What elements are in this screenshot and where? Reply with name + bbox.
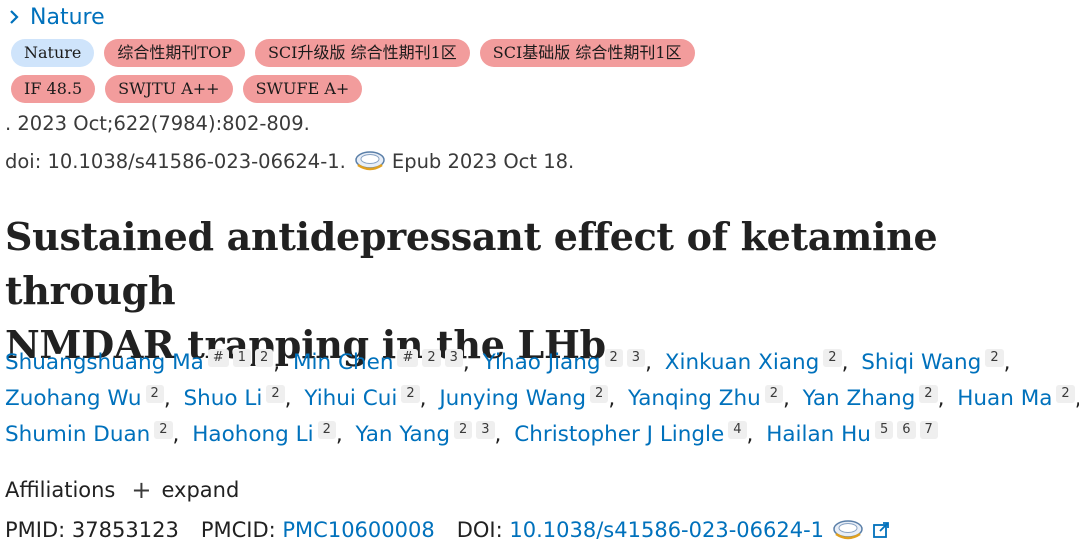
author-link[interactable]: Christopher J Lingle [514, 422, 725, 447]
pmid-value: 37853123 [71, 518, 179, 542]
article-title-line-2: NMDAR trapping in the LHb [5, 322, 606, 367]
plus-icon: + [131, 476, 152, 504]
author-separator: , [782, 386, 790, 411]
library-link-icon[interactable] [832, 518, 864, 542]
author-superscript[interactable]: 2 [401, 385, 420, 403]
author-link[interactable]: Yanqing Zhu [628, 386, 761, 411]
author-superscript[interactable]: 7 [919, 421, 938, 439]
author-superscript[interactable]: 2 [266, 385, 285, 403]
chevron-right-icon[interactable] [6, 8, 24, 26]
journal-link[interactable]: Nature [30, 4, 105, 30]
author-link[interactable]: Huan Ma [957, 386, 1053, 411]
author-separator: , [284, 386, 292, 411]
article-title: Sustained antidepressant effect of ketam… [5, 210, 1079, 372]
author-separator: , [172, 422, 180, 447]
author-line-2: Zuohang Wu 2, Shuo Li 2, Yihui Cui 2, Junyi… [5, 381, 1079, 417]
author-separator: , [335, 422, 343, 447]
pmcid-link[interactable]: PMC10600008 [282, 518, 435, 542]
author-superscript[interactable]: 2 [317, 421, 336, 439]
article-title-line-1: Sustained antidepressant effect of ketam… [5, 214, 938, 313]
author-superscript[interactable]: # [397, 349, 419, 367]
author-line-3: Shumin Duan 2, Haohong Li 2, Yan Yang 2 3, C… [5, 417, 1075, 453]
author-superscript[interactable]: 2 [764, 385, 783, 403]
author-separator: , [841, 350, 849, 375]
affiliations-expand[interactable]: expand [161, 478, 240, 502]
author-superscript[interactable]: 5 [874, 421, 894, 439]
doi-link[interactable]: 10.1038/s41586-023-06624-1 [509, 518, 825, 542]
author-separator: , [462, 350, 470, 375]
author-link[interactable]: Zuohang Wu [5, 386, 142, 411]
author-link[interactable]: Shuangshuang Ma [5, 350, 204, 375]
author-superscript[interactable]: 3 [476, 421, 495, 439]
author-link[interactable]: Haohong Li [192, 422, 314, 447]
author-superscript[interactable]: 2 [823, 349, 842, 367]
doi-label: DOI: [456, 518, 503, 542]
tag-swjtu: SWJTU A++ [105, 75, 233, 103]
tag-sci-upgraded: SCI升级版 综合性期刊1区 [254, 39, 470, 67]
tag-row-2: IF 48.5 SWJTU A++ SWUFE A+ [11, 75, 1071, 103]
author-link[interactable]: Junying Wang [439, 386, 587, 411]
author-separator: , [273, 350, 281, 375]
author-superscript[interactable]: 2 [1056, 385, 1075, 403]
author-superscript[interactable]: 3 [626, 349, 646, 367]
affiliations-toggle[interactable]: Affiliations + expand [5, 476, 239, 504]
author-link[interactable]: Hailan Hu [766, 422, 871, 447]
pmid-label: PMID: [5, 518, 66, 542]
author-link[interactable]: Min Chen [292, 350, 394, 375]
author-superscript[interactable]: 4 [728, 421, 747, 439]
author-list: Shuangshuang Ma #1 2, Min Chen #2 3, Yihao J… [5, 345, 1079, 453]
journal-tags: Nature 综合性期刊TOP SCI升级版 综合性期刊1区 SCI基础版 综合… [11, 39, 1071, 111]
author-superscript[interactable]: 2 [145, 385, 164, 403]
author-separator: , [163, 386, 171, 411]
author-link[interactable]: Yihao Jiang [482, 350, 601, 375]
author-superscript[interactable]: 3 [444, 349, 463, 367]
author-link[interactable]: Shumin Duan [5, 422, 151, 447]
author-link[interactable]: Yihui Cui [304, 386, 398, 411]
author-separator: , [937, 386, 945, 411]
author-separator: , [608, 386, 616, 411]
author-separator: , [645, 350, 652, 375]
journal-header: Nature [6, 3, 105, 31]
author-superscript[interactable]: 2 [154, 421, 173, 439]
citation-doi: doi: 10.1038/s41586-023-06624-1. [5, 149, 346, 173]
author-superscript[interactable]: 2 [422, 349, 441, 367]
tag-impact-factor: IF 48.5 [11, 75, 96, 103]
author-superscript[interactable]: 2 [590, 385, 609, 403]
citation-issue: . 2023 Oct;622(7984):802-809. [5, 112, 310, 135]
author-separator: , [494, 422, 502, 447]
author-link[interactable]: Yan Yang [355, 422, 450, 447]
article-identifiers: PMID: 37853123 PMCID: PMC10600008 DOI: 1… [5, 518, 890, 542]
author-superscript[interactable]: 6 [897, 421, 916, 439]
author-line-1: Shuangshuang Ma #1 2, Min Chen #2 3, Yihao J… [5, 345, 1075, 381]
author-superscript[interactable]: 2 [255, 349, 274, 367]
tag-journal: Nature [11, 39, 95, 67]
author-superscript[interactable]: 2 [604, 349, 623, 367]
pmcid-label: PMCID: [200, 518, 276, 542]
citation-doi-line: doi: 10.1038/s41586-023-06624-1. Epub 20… [5, 149, 574, 173]
author-link[interactable]: Shuo Li [183, 386, 263, 411]
external-link-icon[interactable] [872, 521, 890, 539]
tag-sci-basic: SCI基础版 综合性期刊1区 [479, 39, 695, 67]
author-superscript[interactable]: 2 [453, 421, 473, 439]
author-superscript[interactable]: # [207, 349, 229, 367]
author-link[interactable]: Shiqi Wang [861, 350, 982, 375]
library-link-icon[interactable] [354, 149, 386, 173]
author-separator: , [419, 386, 427, 411]
author-link[interactable]: Yan Zhang [802, 386, 916, 411]
author-link[interactable]: Xinkuan Xiang [664, 350, 820, 375]
affiliations-label: Affiliations [5, 478, 116, 502]
author-separator: , [1075, 386, 1079, 411]
author-separator: , [746, 422, 754, 447]
tag-row-1: Nature 综合性期刊TOP SCI升级版 综合性期刊1区 SCI基础版 综合… [11, 39, 1071, 67]
tag-category-top: 综合性期刊TOP [104, 39, 245, 67]
author-superscript[interactable]: 1 [232, 349, 251, 367]
tag-swufe: SWUFE A+ [242, 75, 363, 103]
citation-epub: Epub 2023 Oct 18. [391, 149, 575, 173]
author-separator: , [1003, 350, 1011, 375]
author-superscript[interactable]: 2 [985, 349, 1004, 367]
author-superscript[interactable]: 2 [919, 385, 938, 403]
